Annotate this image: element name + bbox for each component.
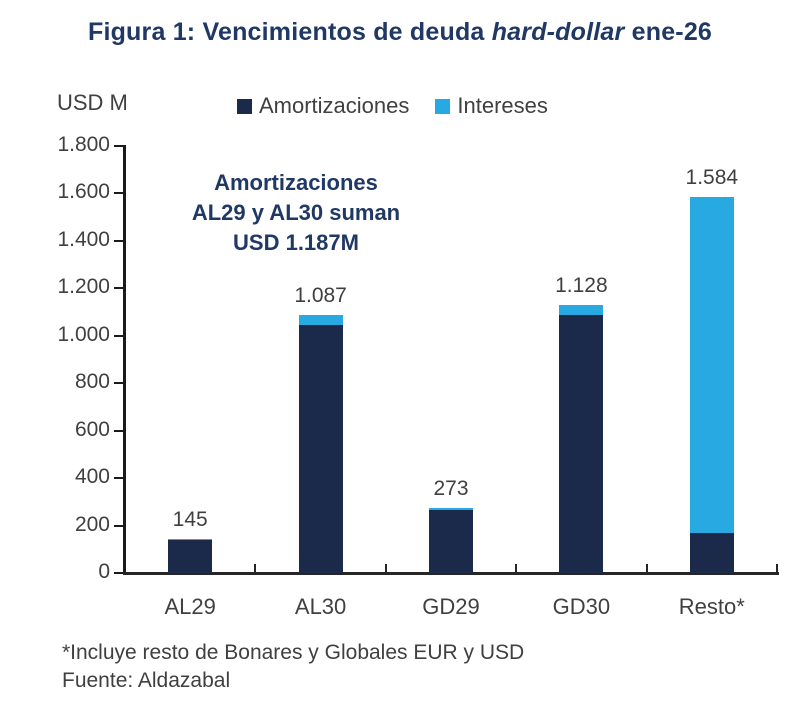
- y-axis-tick: [114, 382, 123, 385]
- legend-swatch-amortizaciones: [237, 98, 252, 114]
- x-axis-category-label-al30: AL30: [294, 594, 347, 619]
- bar-al30: [298, 315, 343, 573]
- bar-segment-intereses: [429, 508, 473, 511]
- y-axis-tick-label: 1.200: [57, 275, 110, 299]
- y-axis-tick: [114, 524, 123, 527]
- plot-area: 145 1.087 273 1.128 1.584: [125, 146, 777, 573]
- y-axis-tick: [114, 287, 123, 290]
- chart-source: Fuente: Aldazabal: [62, 669, 231, 692]
- bar-segment-amortizaciones: [429, 510, 473, 573]
- bar-segment-intereses: [168, 538, 213, 540]
- y-axis-tick-label: 400: [74, 465, 110, 489]
- bar-value-label-gd30: 1.128: [555, 274, 608, 298]
- y-axis-tick-label: 800: [74, 370, 110, 394]
- bar-al29: [168, 538, 213, 573]
- y-axis-tick: [114, 334, 123, 337]
- bar-value-label-al29: 145: [172, 507, 208, 531]
- annotation-line-3: USD 1.187M: [233, 230, 359, 255]
- y-axis-tick-label: 1.000: [57, 322, 110, 346]
- y-axis-unit-label: USD M: [57, 90, 128, 115]
- y-axis-tick: [114, 192, 123, 195]
- x-axis-line: [123, 572, 779, 575]
- legend-label-intereses: Intereses: [457, 93, 548, 118]
- chart-title-italic: hard-dollar: [491, 18, 625, 46]
- chart-legend: Amortizaciones Intereses: [237, 93, 548, 119]
- bar-segment-amortizaciones: [168, 539, 213, 573]
- bar-segment-intereses: [689, 197, 734, 533]
- chart-title: Figura 1: Vencimientos de deuda hard-dol…: [0, 18, 800, 47]
- x-axis-tick: [515, 564, 518, 573]
- x-axis-category-label-gd30: GD30: [552, 594, 611, 619]
- y-axis-tick: [114, 145, 123, 147]
- bar-gd30: [559, 305, 604, 573]
- y-axis-tick-label: 200: [74, 512, 110, 536]
- chart-footnote: *Incluye resto de Bonares y Globales EUR…: [62, 641, 525, 664]
- legend-item-amortizaciones: Amortizaciones: [237, 93, 409, 119]
- y-axis-tick: [114, 239, 123, 242]
- chart-title-suffix: ene-26: [624, 18, 713, 46]
- x-axis-tick: [645, 564, 648, 573]
- y-axis-tick-label: 1.600: [57, 180, 110, 204]
- bar-value-label-resto: 1.584: [685, 166, 739, 190]
- bar-segment-amortizaciones: [559, 315, 604, 573]
- y-axis-tick: [114, 572, 123, 574]
- legend-label-amortizaciones: Amortizaciones: [259, 93, 410, 118]
- bar-segment-amortizaciones: [298, 324, 343, 573]
- bar-segment-intereses: [298, 315, 343, 325]
- chart-title-prefix: Figura 1: Vencimientos de deuda: [87, 18, 492, 46]
- bar-resto: [689, 197, 734, 573]
- legend-item-intereses: Intereses: [435, 93, 548, 119]
- bar-segment-intereses: [559, 305, 604, 316]
- y-axis-tick-label: 600: [74, 417, 110, 441]
- y-axis-tick: [114, 477, 123, 480]
- bar-value-label-al30: 1.087: [294, 284, 347, 308]
- y-axis-line: [123, 145, 126, 575]
- y-axis-tick-label: 0: [98, 560, 110, 583]
- chart-annotation: Amortizaciones AL29 y AL30 suman USD 1.1…: [140, 168, 452, 258]
- bar-value-label-gd29: 273: [433, 477, 469, 501]
- legend-swatch-intereses: [435, 98, 451, 114]
- y-axis-tick: [114, 429, 123, 432]
- bar-segment-amortizaciones: [689, 532, 734, 573]
- x-axis-tick: [254, 564, 257, 573]
- y-axis-tick-label: 1.800: [57, 133, 110, 156]
- y-axis-tick-label: 1.400: [57, 227, 110, 251]
- x-axis-tick: [776, 564, 778, 573]
- bar-gd29: [429, 508, 473, 573]
- x-axis-tick: [384, 564, 387, 573]
- x-axis-category-label-resto: Resto*: [678, 594, 745, 619]
- x-axis-category-label-al29: AL29: [164, 594, 216, 619]
- annotation-line-2: AL29 y AL30 suman: [191, 200, 401, 225]
- x-axis-category-label-gd29: GD29: [422, 594, 480, 619]
- annotation-line-1: Amortizaciones: [214, 170, 378, 195]
